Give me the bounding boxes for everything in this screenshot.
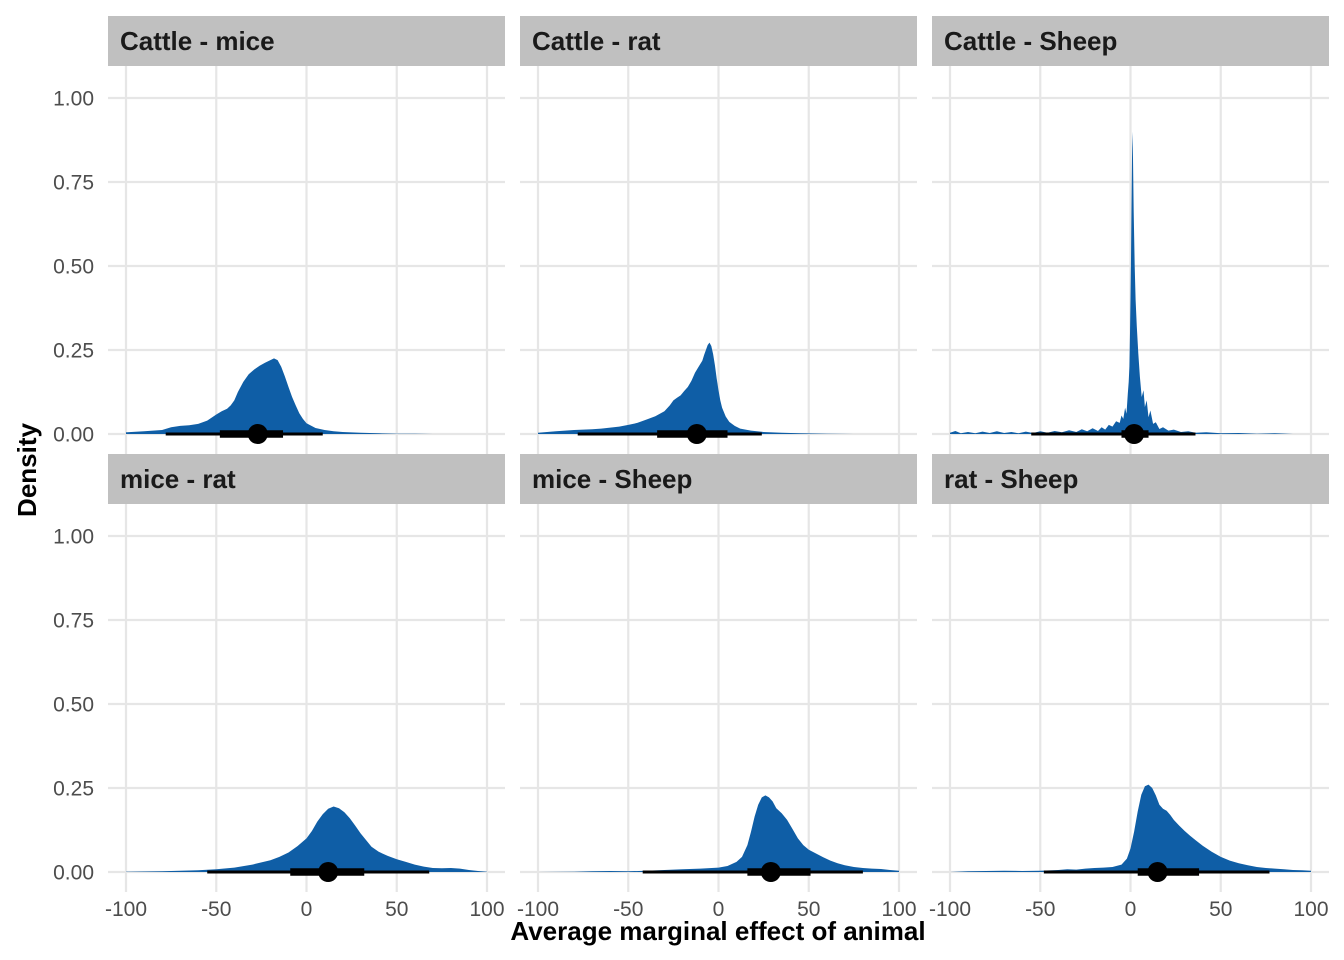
panel-title: Cattle - Sheep: [944, 26, 1117, 56]
panel-1: Cattle - rat: [520, 16, 917, 454]
y-tick-label: 0.25: [53, 340, 94, 363]
x-tick-label: 50: [1209, 898, 1232, 921]
panel-2: Cattle - Sheep: [932, 16, 1329, 454]
panel-title: mice - Sheep: [532, 464, 692, 494]
gridlines: [108, 504, 505, 892]
panel-strip: [520, 16, 917, 66]
point-estimate: [1124, 424, 1145, 444]
panel-title: Cattle - mice: [120, 26, 275, 56]
gridlines: [108, 66, 505, 454]
panel-0: Cattle - mice 0.00 0.25 0.50 0.75 1.00: [53, 16, 505, 454]
y-tick-label: 0.00: [53, 424, 94, 447]
panel-strip: [932, 454, 1329, 504]
y-tick-label: 1.00: [53, 526, 94, 549]
gridlines: [932, 504, 1329, 892]
panel-5: rat - Sheep -100 -50 0 50 100: [929, 454, 1329, 921]
y-tick-label: 0.00: [53, 862, 94, 885]
panel-strip: [520, 454, 917, 504]
point-estimate: [1147, 862, 1168, 882]
x-axis-title: Average marginal effect of animal: [510, 916, 925, 946]
density-area: [126, 358, 433, 434]
panel-4: mice - Sheep -100 -50 0 50 100: [517, 454, 917, 921]
panel-strip: [932, 16, 1329, 66]
density-area: [126, 806, 487, 872]
density-area: [538, 795, 899, 872]
x-tick-label: -100: [517, 898, 559, 921]
density-area: [538, 342, 854, 434]
y-tick-label: 1.00: [53, 88, 94, 111]
y-tick-label: 0.25: [53, 778, 94, 801]
x-tick-label: 0: [301, 898, 313, 921]
panel-title: Cattle - rat: [532, 26, 661, 56]
x-tick-label: 100: [469, 898, 504, 921]
panels: Cattle - mice0.000.250.500.751.00Cattle …: [53, 16, 1329, 921]
panel-strip: [108, 454, 505, 504]
x-tick-label: -100: [929, 898, 971, 921]
panel-title: mice - rat: [120, 464, 236, 494]
density-area: [950, 784, 1311, 872]
x-tick-label: -50: [613, 898, 643, 921]
point-estimate: [760, 862, 781, 882]
y-tick-label: 0.75: [53, 610, 94, 633]
x-tick-label: 0: [1125, 898, 1137, 921]
x-tick-label: -50: [1025, 898, 1055, 921]
x-tick-label: 100: [881, 898, 916, 921]
y-axis-title: Density: [12, 423, 42, 517]
x-tick-label: 50: [385, 898, 408, 921]
y-tick-label: 0.75: [53, 172, 94, 195]
x-tick-label: -100: [105, 898, 147, 921]
x-tick-label: 50: [797, 898, 820, 921]
panel-title: rat - Sheep: [944, 464, 1078, 494]
x-tick-label: -50: [201, 898, 231, 921]
panel-3: mice - rat 0.00 0.25 0.50 0.75 1.00 -100 -50 0 50…: [53, 454, 505, 921]
x-tick-label: 0: [713, 898, 725, 921]
y-tick-label: 0.50: [53, 694, 94, 717]
point-estimate: [686, 424, 707, 444]
density-area: [950, 131, 1308, 434]
y-tick-label: 0.50: [53, 256, 94, 279]
point-estimate: [247, 424, 268, 444]
point-estimate: [318, 862, 339, 882]
x-tick-label: 100: [1293, 898, 1328, 921]
gridlines: [520, 504, 917, 892]
panel-strip: [108, 16, 505, 66]
